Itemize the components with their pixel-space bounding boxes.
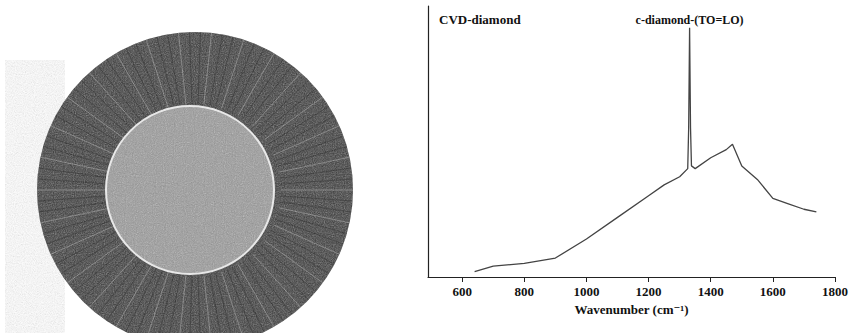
svg-text:1800: 1800 (822, 284, 848, 299)
svg-text:Wavenumber (cm⁻¹): Wavenumber (cm⁻¹) (574, 302, 688, 317)
svg-text:1000: 1000 (573, 284, 599, 299)
svg-text:1400: 1400 (698, 284, 724, 299)
svg-text:CVD-diamond: CVD-diamond (439, 12, 521, 27)
svg-text:c-diamond-(TO=LO): c-diamond-(TO=LO) (636, 13, 744, 27)
svg-text:1600: 1600 (760, 284, 786, 299)
svg-text:1200: 1200 (636, 284, 662, 299)
svg-text:800: 800 (515, 284, 535, 299)
svg-text:600: 600 (452, 284, 472, 299)
